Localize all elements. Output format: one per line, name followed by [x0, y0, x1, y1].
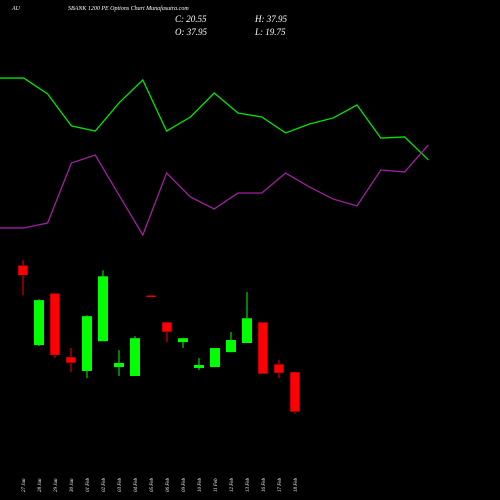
chart-title: SBANK 1200 PE Options Chart Munafasutra.…: [68, 5, 189, 12]
x-tick-label: 16 Feb: [262, 477, 267, 492]
candle-body: [242, 318, 252, 343]
candle-body: [145, 295, 157, 298]
x-tick-label: 06 Feb: [166, 477, 171, 492]
candle-body: [161, 321, 173, 333]
candle-body: [273, 363, 285, 374]
x-tick-label: 09 Feb: [182, 477, 187, 492]
candle-body: [289, 371, 301, 413]
candle-body: [114, 362, 124, 368]
x-tick-label: 28 Jan: [38, 478, 43, 492]
info-high: H: 37.95: [254, 14, 287, 24]
x-tick-label: 18 Feb: [294, 477, 299, 492]
x-tick-label: 30 Jan: [70, 478, 75, 492]
indicator-line: [0, 144, 429, 237]
x-tick-label: 01 Feb: [86, 477, 91, 492]
candle-body: [178, 338, 188, 343]
x-tick-label: 13 Feb: [246, 477, 251, 492]
x-tick-label: 11 Feb: [214, 478, 219, 492]
x-tick-label: 10 Feb: [198, 477, 203, 492]
candle-body: [226, 340, 236, 353]
info-close: C: 20.55: [175, 14, 207, 24]
candle-body: [34, 300, 44, 346]
candle-body: [82, 316, 92, 371]
candle-body: [17, 265, 29, 276]
candle-body: [257, 321, 269, 375]
candle-body: [194, 365, 204, 368]
x-tick-label: 05 Feb: [150, 477, 155, 492]
x-tick-label: 02 Feb: [102, 477, 107, 492]
candle-body: [65, 356, 77, 364]
x-tick-label: 03 Feb: [118, 477, 123, 492]
info-open: O: 37.95: [175, 27, 207, 37]
info-low: L: 19.75: [254, 27, 286, 37]
candle-body: [98, 276, 108, 342]
x-tick-label: 29 Jan: [54, 478, 59, 492]
x-tick-label: 27 Jan: [22, 478, 27, 492]
x-tick-label: 17 Feb: [278, 477, 283, 492]
corner-label: AU: [11, 6, 21, 12]
candle-body: [130, 338, 140, 376]
candle-body: [49, 293, 61, 356]
indicator-line: [0, 77, 429, 161]
x-tick-label: 04 Feb: [134, 477, 139, 492]
x-tick-label: 12 Feb: [230, 477, 235, 492]
candle-body: [210, 348, 220, 368]
